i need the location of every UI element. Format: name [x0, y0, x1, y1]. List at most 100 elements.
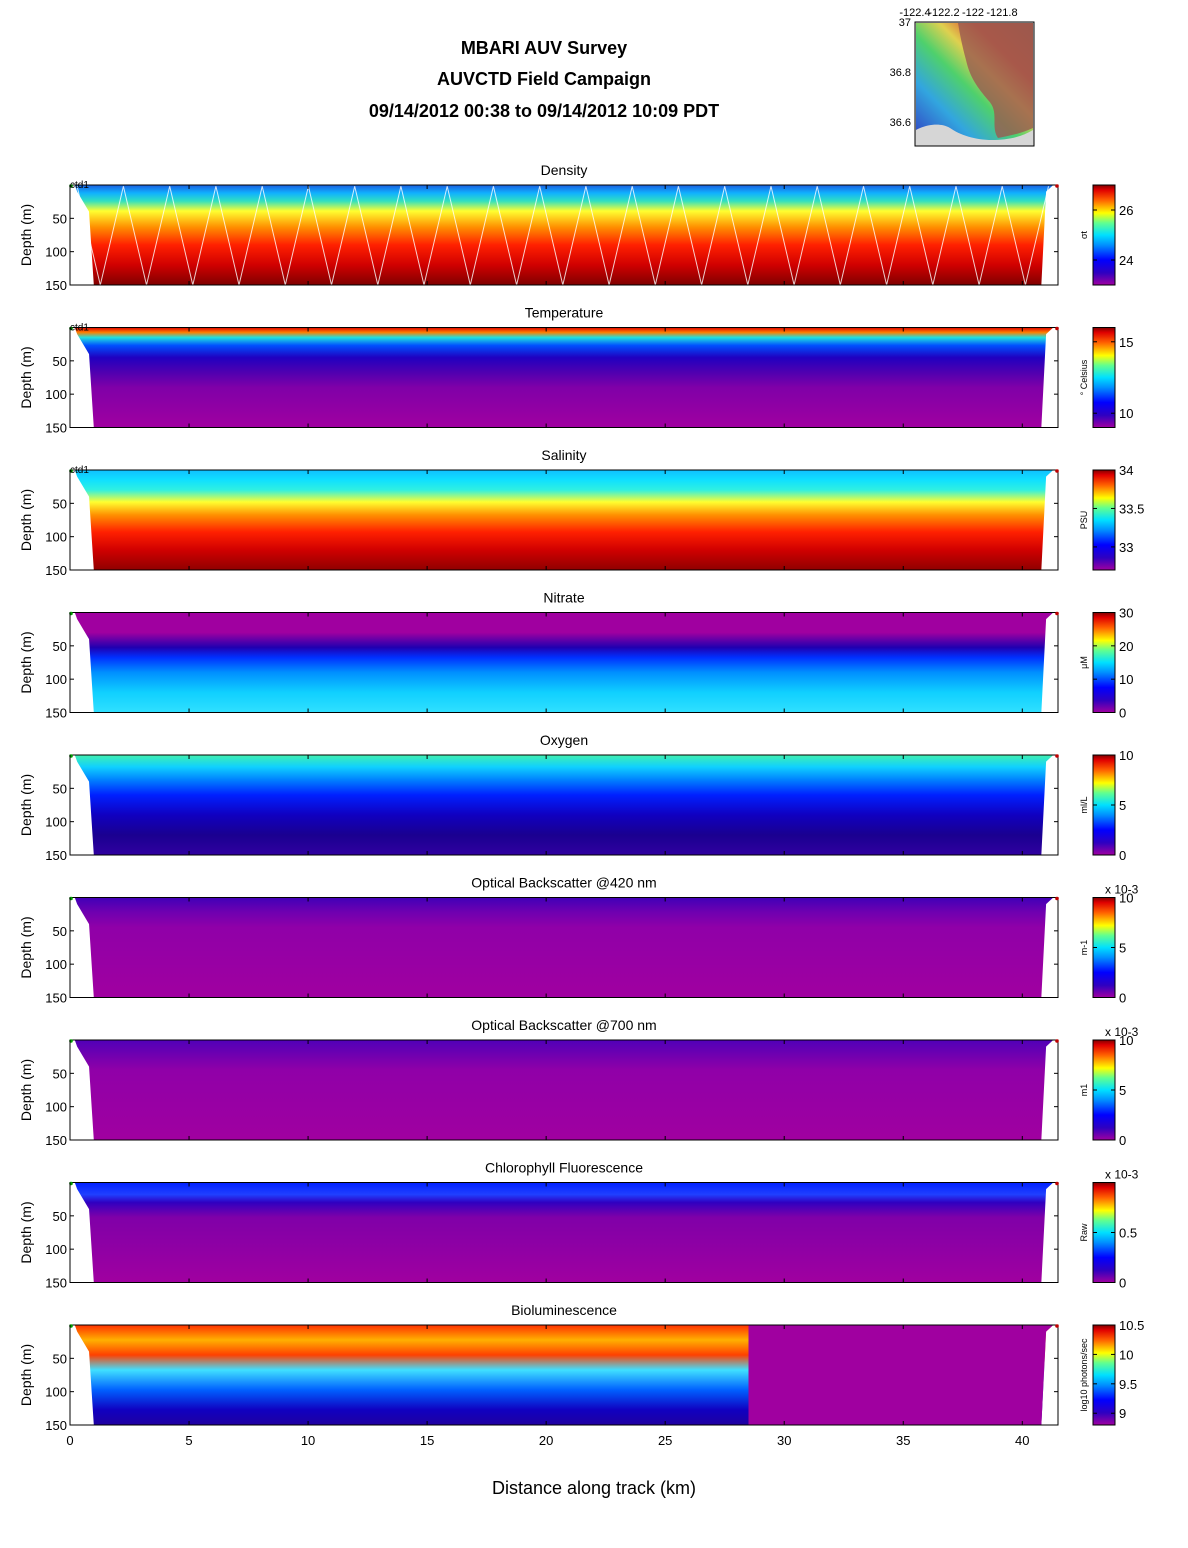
panel-title: Optical Backscatter @420 nm: [471, 875, 656, 891]
colorbar: [1092, 327, 1116, 428]
track-end-marker: [1055, 1324, 1059, 1328]
y-tick-label: 100: [45, 672, 67, 687]
x-tick-label: 30: [777, 1433, 791, 1448]
y-axis-label: Depth (m): [18, 774, 34, 836]
colorbar-tick-label: 5: [1119, 1083, 1126, 1098]
y-tick-label: 150: [45, 991, 67, 1006]
colorbar-tick-label: 10: [1119, 748, 1133, 763]
section-field: [74, 327, 1054, 428]
track-label: ctd1: [70, 323, 89, 334]
panel-title: Salinity: [541, 447, 586, 463]
inset-x-tick-label: -122: [962, 7, 984, 19]
y-tick-label: 50: [53, 1209, 67, 1224]
track-end-marker: [1055, 1039, 1059, 1043]
colorbar-tick-label: 10: [1119, 891, 1133, 906]
y-tick-label: 50: [53, 924, 67, 939]
plot-frame: [69, 327, 1059, 428]
colorbar: [1092, 1324, 1116, 1426]
panel-oxygen: Oxygen 50 100 150 Depth (m) 0 5 10 ml/L: [18, 732, 1133, 863]
section-field: [74, 1040, 1054, 1140]
colorbar-tick-label: 33: [1119, 540, 1133, 555]
section-field: [74, 612, 1054, 713]
plot-frame: [69, 612, 1059, 713]
colorbar-label: log10 photons/sec: [1079, 1338, 1089, 1412]
inset-x-tick-label: -121.8: [986, 7, 1017, 19]
colorbar-tick-label: 33.5: [1119, 501, 1144, 516]
x-tick-label: 15: [420, 1433, 434, 1448]
inset-x-tick-label: -122.2: [928, 7, 959, 19]
y-tick-label: 100: [45, 815, 67, 830]
panel-title: Bioluminescence: [511, 1302, 617, 1318]
y-axis-label: Depth (m): [18, 204, 34, 266]
y-tick-label: 50: [53, 639, 67, 654]
colorbar-tick-label: 15: [1119, 335, 1133, 350]
colorbar-tick-label: 34: [1119, 463, 1133, 478]
track-end-marker: [1055, 896, 1059, 901]
panel-chlorophyll-fluorescence: Chlorophyll Fluorescence 50 100 150 Depth (m…: [18, 1160, 1139, 1291]
y-axis-label: Depth (m): [18, 1201, 34, 1263]
colorbar-tick-label: 9: [1119, 1406, 1126, 1421]
y-axis-label: Depth (m): [18, 916, 34, 978]
section-field: [74, 470, 1054, 570]
inset-y-tick-label: 36.8: [890, 67, 911, 79]
colorbar-tick-label: 0: [1119, 1133, 1126, 1148]
colorbar-tick-label: 9.5: [1119, 1377, 1137, 1392]
x-tick-label: 5: [185, 1433, 192, 1448]
colorbar: [1092, 469, 1116, 571]
colorbar-tick-label: 10: [1119, 406, 1133, 421]
panel-title: Nitrate: [543, 590, 584, 606]
panel-title: Chlorophyll Fluorescence: [485, 1160, 643, 1176]
plot-frame: [69, 1039, 1059, 1141]
y-tick-label: 100: [45, 1385, 67, 1400]
panel-title: Density: [541, 162, 588, 178]
panel-title: Optical Backscatter @700 nm: [471, 1017, 656, 1033]
y-tick-label: 50: [53, 1351, 67, 1366]
panel-density: Density ctd1 50 100 150 Depth (m) 24 26 σt: [18, 162, 1133, 293]
figure-date-range: 09/14/2012 00:38 to 09/14/2012 10:09 PDT: [368, 101, 720, 121]
colorbar-exponent: x 10-3: [1105, 883, 1139, 897]
inset-y-tick-label: 37: [899, 17, 911, 29]
x-tick-label: 35: [896, 1433, 910, 1448]
x-tick-label: 25: [658, 1433, 672, 1448]
y-tick-label: 100: [45, 1100, 67, 1115]
y-tick-label: 100: [45, 245, 67, 260]
panel-salinity: Salinity ctd1 50 100 150 Depth (m) 33 33.5 34 PSU: [18, 447, 1144, 578]
plot-frame: [69, 1324, 1059, 1426]
colorbar-tick-label: 5: [1119, 798, 1126, 813]
panel-optical-backscatter-700-nm: Optical Backscatter @700 nm50100150Depth…: [18, 1017, 1139, 1148]
y-axis-label: Depth (m): [18, 346, 34, 408]
panel-temperature: Temperature ctd1 50 100 150 Depth (m) 10 15 ° Ce…: [18, 305, 1133, 436]
y-axis-label: Depth (m): [18, 489, 34, 551]
panel-title: Oxygen: [540, 732, 588, 748]
track-end-marker: [1055, 326, 1059, 331]
colorbar-label: ° Celsius: [1079, 359, 1089, 395]
colorbar: [1092, 612, 1116, 713]
colorbar-tick-label: 26: [1119, 203, 1133, 218]
track-label: ctd1: [70, 180, 89, 191]
colorbar-tick-label: 5: [1119, 941, 1126, 956]
colorbar-label: m1: [1079, 1084, 1089, 1097]
x-tick-label: 10: [301, 1433, 315, 1448]
x-axis-label: Distance along track (km): [491, 1478, 697, 1498]
y-tick-label: 150: [45, 563, 67, 578]
y-tick-label: 150: [45, 1418, 67, 1433]
inset-x-tick-label: -122.4: [899, 7, 930, 19]
section-field: [74, 185, 1054, 285]
y-tick-label: 50: [53, 354, 67, 369]
plot-frame: [69, 754, 1059, 856]
colorbar-tick-label: 10: [1119, 1033, 1133, 1048]
plot-frame: [69, 184, 1059, 286]
section-field-low: [748, 1325, 1054, 1425]
y-tick-label: 100: [45, 530, 67, 545]
y-tick-label: 150: [45, 1276, 67, 1291]
colorbar-tick-label: 10.5: [1119, 1318, 1144, 1333]
colorbar: [1092, 184, 1116, 286]
y-tick-label: 50: [53, 781, 67, 796]
y-tick-label: 150: [45, 848, 67, 863]
x-tick-label: 40: [1015, 1433, 1029, 1448]
y-tick-label: 100: [45, 387, 67, 402]
colorbar-label: μM: [1079, 656, 1089, 669]
y-tick-label: 100: [45, 957, 67, 972]
